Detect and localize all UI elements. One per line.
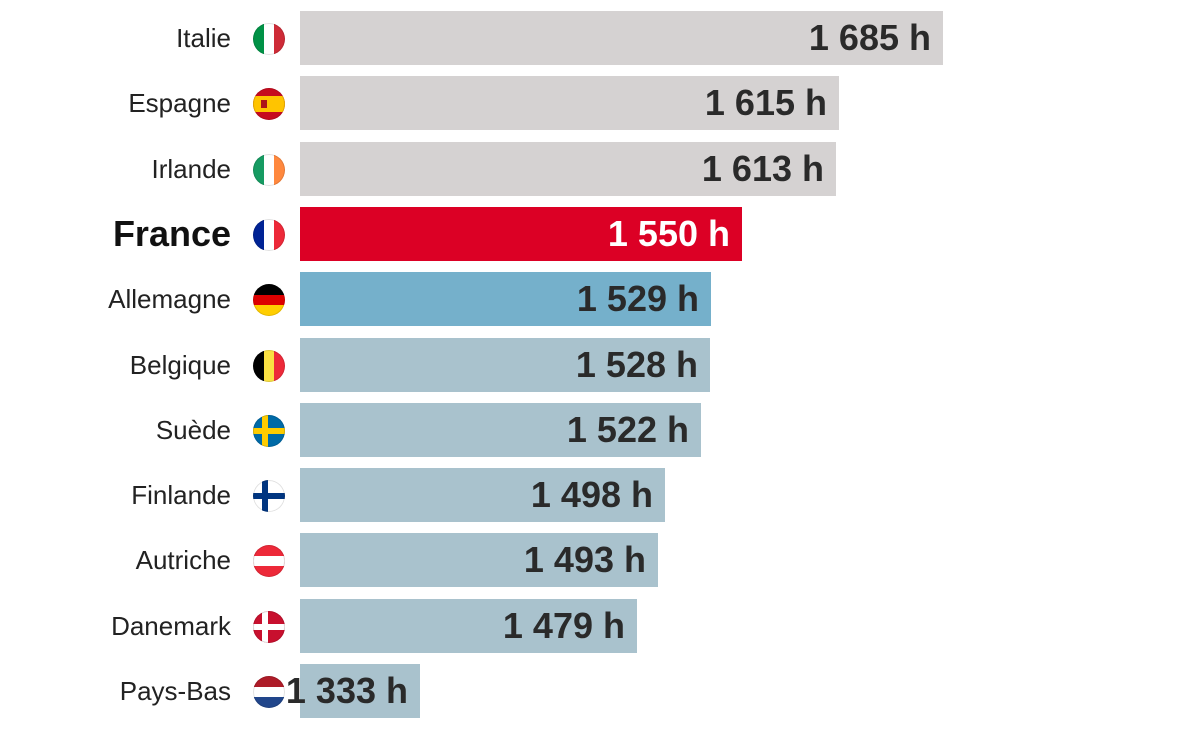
bar-row: Pays-Bas 1 333 h (0, 664, 1200, 718)
bar-row: Autriche 1 493 h (0, 533, 1200, 588)
bar-row: Finlande 1 498 h (0, 468, 1200, 523)
data-label: 1 528 h (575, 343, 698, 385)
france-flag-icon (253, 218, 285, 251)
bar: 1 685 h (300, 11, 943, 65)
austria-flag-icon (253, 545, 285, 578)
belgium-flag-icon (253, 349, 285, 382)
data-label: 1 493 h (523, 539, 646, 581)
data-label: 1 522 h (566, 408, 689, 450)
category-label: Espagne (128, 88, 231, 119)
bar: 1 613 h (300, 141, 836, 196)
bar-row: Italie 1 685 h (0, 11, 1200, 65)
bar-row: France 1 550 h (0, 206, 1200, 261)
bar-row: Espagne 1 615 h (0, 76, 1200, 131)
sweden-flag-icon (253, 414, 285, 447)
category-label: Belgique (129, 349, 231, 380)
data-label: 1 685 h (808, 17, 931, 58)
bar: 1 522 h (300, 402, 701, 457)
category-label: Danemark (111, 610, 231, 641)
germany-flag-icon (253, 284, 285, 317)
data-label: 1 529 h (576, 278, 699, 320)
bar: 1 479 h (300, 598, 637, 653)
bar: 1 615 h (300, 76, 839, 131)
spain-flag-icon (253, 88, 285, 121)
bar-row: Irlande 1 613 h (0, 141, 1200, 196)
bar: 1 498 h (300, 468, 665, 523)
bar: 1 529 h (300, 272, 711, 327)
ireland-flag-icon (253, 153, 285, 186)
denmark-flag-icon (253, 610, 285, 643)
data-label: 1 333 h (285, 670, 408, 711)
netherlands-flag-icon (253, 676, 285, 708)
bar: 1 333 h (286, 664, 420, 718)
category-label: Irlande (151, 153, 232, 184)
bar-row: Belgique 1 528 h (0, 337, 1200, 392)
category-label: Pays-Bas (119, 676, 231, 706)
data-label: 1 550 h (607, 212, 730, 254)
bar: 1 493 h (300, 533, 658, 588)
bar: 1 528 h (300, 337, 710, 392)
category-label: Finlande (131, 480, 231, 511)
category-label: Italie (176, 23, 231, 53)
category-label: Suède (155, 414, 231, 445)
finland-flag-icon (253, 480, 285, 513)
italy-flag-icon (253, 23, 285, 55)
bar-row: Allemagne 1 529 h (0, 272, 1200, 327)
bar-row: Suède 1 522 h (0, 402, 1200, 457)
data-label: 1 613 h (701, 147, 824, 189)
category-label: France (112, 212, 231, 254)
category-label: Allemagne (108, 284, 231, 315)
category-label: Autriche (135, 545, 231, 576)
data-label: 1 479 h (502, 604, 625, 646)
data-label: 1 615 h (704, 82, 827, 124)
data-label: 1 498 h (530, 474, 653, 516)
bar: 1 550 h (300, 206, 742, 261)
bar-row: Danemark 1 479 h (0, 598, 1200, 653)
